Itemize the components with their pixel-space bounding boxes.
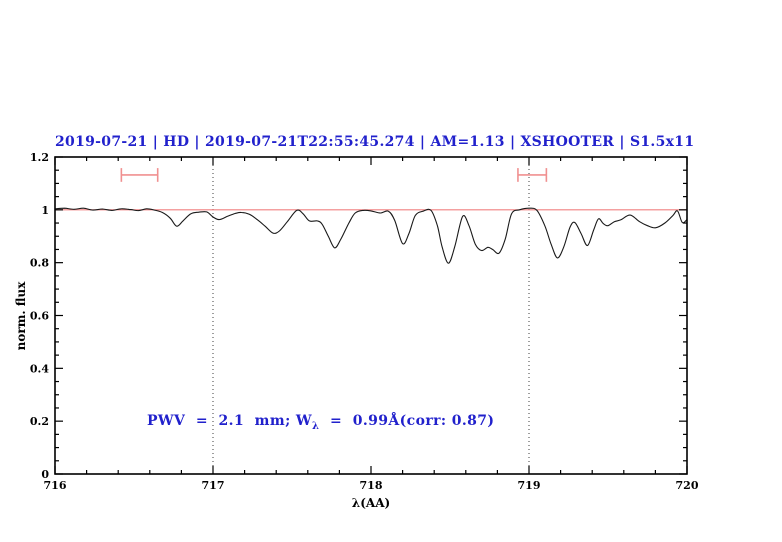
x-tick-label: 720 xyxy=(676,479,699,492)
spectrum-line xyxy=(54,207,688,264)
pwv-annotation: PWV = 2.1 mm; Wλ = 0.99Å(corr: 0.87) xyxy=(147,413,494,432)
y-tick-label: 0 xyxy=(41,468,49,481)
y-tick-label: 1.2 xyxy=(30,151,49,164)
y-tick-label: 0.2 xyxy=(30,415,49,428)
wavelength-range-marker xyxy=(517,168,548,182)
x-tick-label: 716 xyxy=(44,479,67,492)
y-tick-label: 0.6 xyxy=(30,310,49,323)
pwv-annotation-subscript: λ xyxy=(312,420,320,432)
y-tick-label: 0.8 xyxy=(30,257,49,270)
x-axis-label: λ(AA) xyxy=(351,496,391,510)
pwv-annotation-prefix: PWV = 2.1 mm; W xyxy=(147,413,313,429)
x-tick-label: 717 xyxy=(202,479,225,492)
plot-title: 2019-07-21 | HD | 2019-07-21T22:55:45.27… xyxy=(55,134,695,150)
wavelength-range-marker xyxy=(120,168,159,182)
y-tick-label: 0.4 xyxy=(30,362,49,375)
x-tick-label: 718 xyxy=(360,479,383,492)
y-axis-label: norm. flux xyxy=(14,281,28,351)
y-tick-label: 1 xyxy=(41,204,49,217)
pwv-annotation-suffix: = 0.99Å(corr: 0.87) xyxy=(319,413,495,429)
x-tick-label: 719 xyxy=(518,479,541,492)
